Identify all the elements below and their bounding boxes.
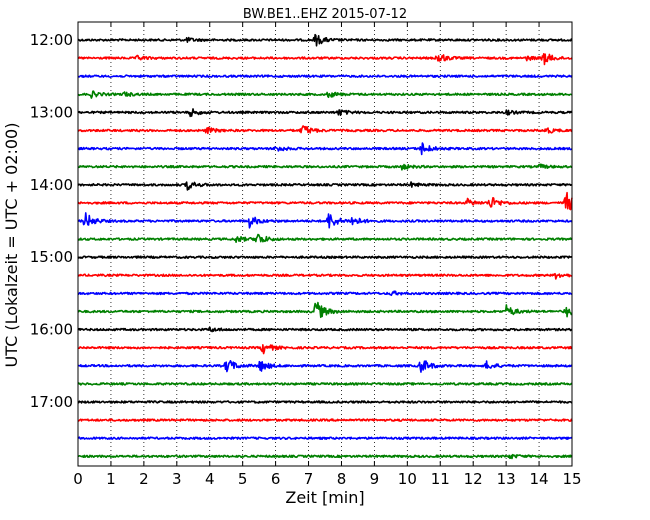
y-tick-label: 14:00 (30, 176, 73, 194)
y-tick-label: 15:00 (30, 248, 73, 266)
trace-1645 (77, 382, 573, 386)
x-tick-label: 1 (106, 470, 116, 488)
trace-1700 (77, 400, 573, 404)
x-tick-label: 7 (304, 470, 314, 488)
trace-1530 (77, 290, 573, 297)
x-tick-label: 2 (139, 470, 149, 488)
trace-1400 (77, 181, 573, 191)
traces (77, 33, 573, 460)
trace-1415 (77, 191, 573, 211)
trace-1300 (77, 108, 573, 118)
trace-1515 (77, 272, 573, 280)
trace-1600 (77, 326, 573, 333)
x-tick-label: 6 (271, 470, 281, 488)
x-tick-label: 13 (497, 470, 516, 488)
x-tick-label: 9 (370, 470, 380, 488)
x-axis-label: Zeit [min] (285, 488, 364, 507)
x-tick-label: 10 (398, 470, 417, 488)
trace-1315 (77, 125, 573, 135)
trace-1215 (77, 53, 573, 66)
x-tick-label: 12 (464, 470, 483, 488)
x-tick-label: 8 (337, 470, 347, 488)
trace-1230 (77, 74, 573, 78)
y-tick-label: 13:00 (30, 103, 73, 121)
y-tick-label: 16:00 (30, 321, 73, 339)
trace-1345 (77, 163, 573, 171)
x-tick-label: 14 (530, 470, 549, 488)
y-tick-label: 12:00 (30, 31, 73, 49)
plot-frame (77, 21, 573, 467)
chart-title: BW.BE1..EHZ 2015-07-12 (243, 7, 407, 22)
trace-1630 (77, 359, 573, 373)
trace-1245 (77, 90, 573, 99)
trace-1430 (77, 212, 573, 229)
x-tick-label: 4 (205, 470, 215, 488)
trace-1730 (77, 436, 573, 440)
x-tick-label: 0 (73, 470, 83, 488)
x-tick-label: 5 (238, 470, 248, 488)
y-tick-label: 17:00 (30, 393, 73, 411)
x-tick-label: 15 (562, 470, 581, 488)
trace-1615 (77, 344, 573, 355)
trace-1200 (77, 33, 573, 47)
x-tick-label: 11 (431, 470, 450, 488)
trace-1545 (77, 301, 573, 319)
trace-1745 (77, 453, 573, 460)
grid-lines (110, 22, 540, 466)
y-axis-label: UTC (Lokalzeit = UTC + 02:00) (2, 123, 21, 368)
trace-1715 (77, 418, 573, 422)
trace-1445 (77, 233, 573, 244)
trace-1500 (77, 255, 573, 259)
trace-1330 (77, 142, 573, 156)
x-tick-label: 3 (172, 470, 182, 488)
axis-ticks: 0 1 2 3 4 5 6 7 8 9 10 11 12 13 14 1512:0013:0014:0015:… (30, 22, 582, 488)
